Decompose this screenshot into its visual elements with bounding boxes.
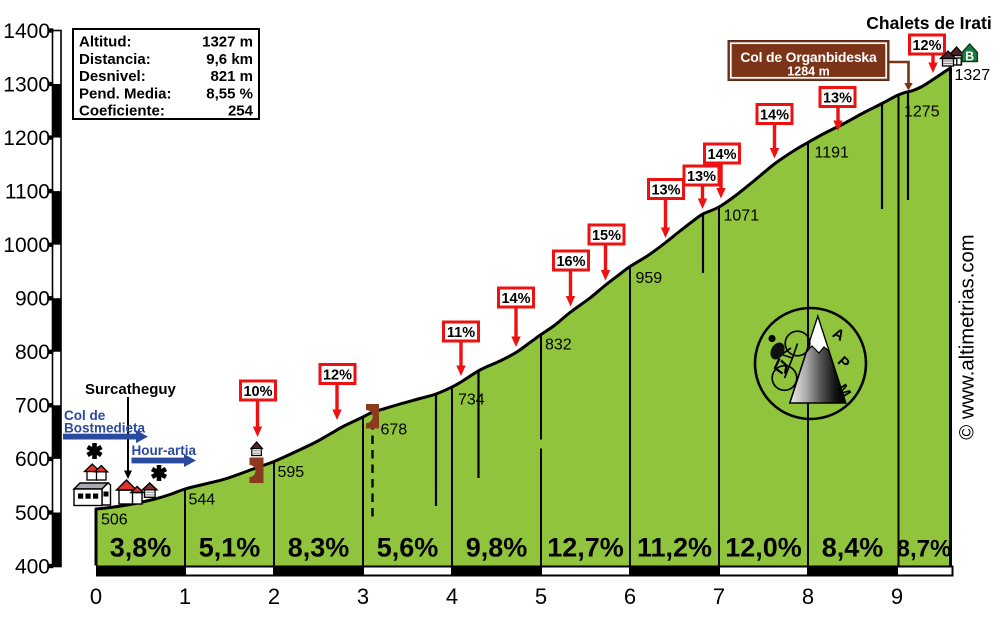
svg-text:B: B <box>965 50 974 64</box>
svg-text:8,4%: 8,4% <box>822 533 884 563</box>
svg-text:16%: 16% <box>556 254 585 270</box>
svg-text:1300: 1300 <box>3 73 50 96</box>
svg-text:9,6 km: 9,6 km <box>206 51 253 68</box>
svg-text:Bostmedieta: Bostmedieta <box>64 421 146 436</box>
svg-text:700: 700 <box>15 395 50 418</box>
svg-text:14%: 14% <box>707 147 736 163</box>
svg-text:8,3%: 8,3% <box>288 533 350 563</box>
svg-text:15%: 15% <box>592 228 621 244</box>
svg-text:© www.altimetrias.com: © www.altimetrias.com <box>957 234 979 439</box>
svg-text:Col de Organbideska: Col de Organbideska <box>740 49 877 65</box>
svg-text:959: 959 <box>636 270 663 287</box>
svg-text:0: 0 <box>90 584 102 609</box>
svg-text:10%: 10% <box>243 384 272 400</box>
svg-text:Coeficiente:: Coeficiente: <box>79 103 165 120</box>
svg-text:832: 832 <box>545 337 572 354</box>
svg-text:1100: 1100 <box>5 180 50 203</box>
svg-text:1200: 1200 <box>3 127 50 150</box>
svg-text:600: 600 <box>15 448 50 471</box>
svg-text:8,7%: 8,7% <box>897 536 952 563</box>
svg-text:Col de: Col de <box>64 408 106 423</box>
svg-text:7: 7 <box>713 584 725 609</box>
svg-text:544: 544 <box>189 492 216 509</box>
svg-text:9: 9 <box>891 584 903 609</box>
svg-text:821 m: 821 m <box>210 68 253 85</box>
svg-text:5,6%: 5,6% <box>377 533 439 563</box>
svg-text:Chalets de Irati: Chalets de Irati <box>866 13 991 33</box>
svg-text:734: 734 <box>458 392 485 409</box>
svg-text:595: 595 <box>278 464 305 481</box>
svg-text:Hour-artia: Hour-artia <box>132 443 197 458</box>
svg-text:14%: 14% <box>501 291 530 307</box>
svg-text:13%: 13% <box>823 91 852 107</box>
svg-text:900: 900 <box>15 288 50 311</box>
svg-text:254: 254 <box>228 103 254 120</box>
svg-text:1275: 1275 <box>904 104 940 121</box>
svg-text:1071: 1071 <box>724 208 760 225</box>
svg-text:13%: 13% <box>687 169 716 185</box>
svg-text:8,55 %: 8,55 % <box>206 85 253 102</box>
svg-text:800: 800 <box>15 341 50 364</box>
svg-text:12,0%: 12,0% <box>725 533 802 563</box>
svg-text:1327: 1327 <box>955 67 991 84</box>
svg-text:8: 8 <box>802 584 814 609</box>
svg-text:9,8%: 9,8% <box>466 533 528 563</box>
svg-text:12%: 12% <box>912 38 941 54</box>
svg-text:500: 500 <box>15 502 50 525</box>
svg-text:14%: 14% <box>760 108 789 124</box>
svg-text:Altitud:: Altitud: <box>79 34 131 51</box>
svg-text:3,8%: 3,8% <box>110 533 172 563</box>
svg-text:1000: 1000 <box>3 234 50 257</box>
svg-text:506: 506 <box>101 512 128 529</box>
svg-text:13%: 13% <box>651 183 680 199</box>
svg-text:Surcatheguy: Surcatheguy <box>85 381 177 398</box>
svg-text:12,7%: 12,7% <box>547 533 624 563</box>
svg-text:1400: 1400 <box>3 20 50 43</box>
svg-text:Distancia:: Distancia: <box>79 51 151 68</box>
svg-text:1: 1 <box>179 584 191 609</box>
svg-text:5: 5 <box>535 584 547 609</box>
svg-text:12%: 12% <box>323 368 352 384</box>
svg-text:Desnivel:: Desnivel: <box>79 68 146 85</box>
svg-text:11%: 11% <box>447 325 475 341</box>
svg-text:678: 678 <box>381 422 408 439</box>
svg-text:3: 3 <box>357 584 369 609</box>
svg-text:Pend. Media:: Pend. Media: <box>79 85 172 102</box>
svg-text:2: 2 <box>268 584 280 609</box>
svg-text:4: 4 <box>446 584 458 609</box>
svg-text:11,2%: 11,2% <box>637 533 712 563</box>
svg-text:400: 400 <box>15 555 50 578</box>
svg-text:5,1%: 5,1% <box>199 533 261 563</box>
svg-text:1284 m: 1284 m <box>787 65 829 79</box>
svg-text:1327 m: 1327 m <box>202 34 253 51</box>
svg-text:1191: 1191 <box>815 145 850 162</box>
svg-text:6: 6 <box>624 584 636 609</box>
